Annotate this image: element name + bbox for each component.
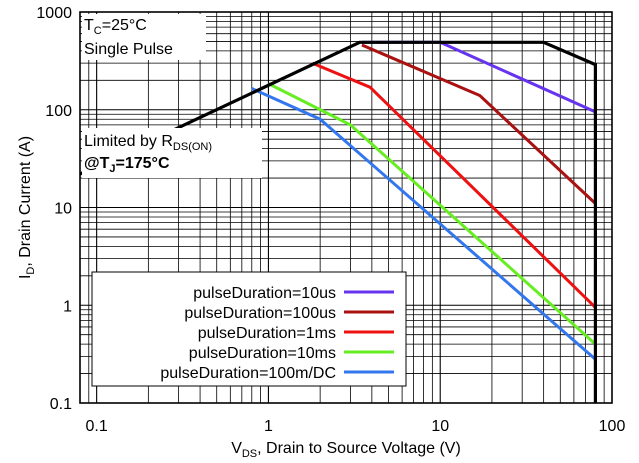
y-axis-title: ID, Drain Current (A) [17,136,37,279]
axis-ticks: 0.1 1 10 100 0.1 1 10 100 1000 [36,5,625,435]
y-tick-label: 10 [54,201,72,218]
plot-frame [79,11,613,404]
y-tick-label: 1000 [36,5,72,22]
x-axis-title-rest: , Drain to Source Voltage (V) [257,440,461,457]
annotation-limited: Limited by RDS(ON) [84,133,212,153]
annotation-tc-main: T [84,17,94,34]
soa-boundary-line [80,40,598,403]
legend-entry-label: pulseDuration=10ms [189,345,336,362]
y-axis-title-rest: , Drain Current (A) [17,136,34,267]
annotation-tc: TC=25°C [84,17,147,37]
y-tick-label: 1 [63,298,72,315]
x-axis-title: VDS, Drain to Source Voltage (V) [231,440,461,460]
x-tick-label: 100 [599,418,626,435]
annotation-limited-sub: DS(ON) [173,141,212,153]
legend-entry-label: pulseDuration=100us [184,305,336,322]
y-axis-title-main: I [17,275,34,279]
x-tick-label: 0.1 [86,418,108,435]
legend: pulseDuration=10us pulseDuration=100us pul… [91,271,407,387]
legend-entry-label: pulseDuration=1ms [198,325,336,342]
series-line [311,61,597,309]
series-line [251,87,597,361]
series-line [267,82,597,346]
annotation-limited-main: Limited by R [84,133,173,150]
annotation-tj-main: @T [84,155,110,172]
x-tick-label: 10 [431,418,449,435]
annotation-tj-sub: J [109,163,115,175]
y-axis-title-sub: D [25,267,37,275]
legend-entry-label: pulseDuration=100m/DC [160,365,336,382]
annotation-box-limit [82,128,262,178]
x-axis-title-main: V [231,440,242,457]
annotation-tj: @TJ=175°C [84,155,170,175]
series-line [361,43,597,205]
annotation-tc-sub: C [94,25,102,37]
annotation-box-conditions [82,14,206,60]
legend-entry-label: pulseDuration=10us [193,285,336,302]
annotation-pulse: Single Pulse [84,41,173,58]
y-tick-label: 100 [45,103,72,120]
y-tick-label: 0.1 [50,396,72,413]
series-layer [80,40,598,403]
annotation-tc-rest: =25°C [102,17,147,34]
x-tick-label: 1 [264,418,273,435]
annotation-tj-rest: =175°C [116,155,170,172]
x-axis-title-sub: DS [242,448,257,460]
